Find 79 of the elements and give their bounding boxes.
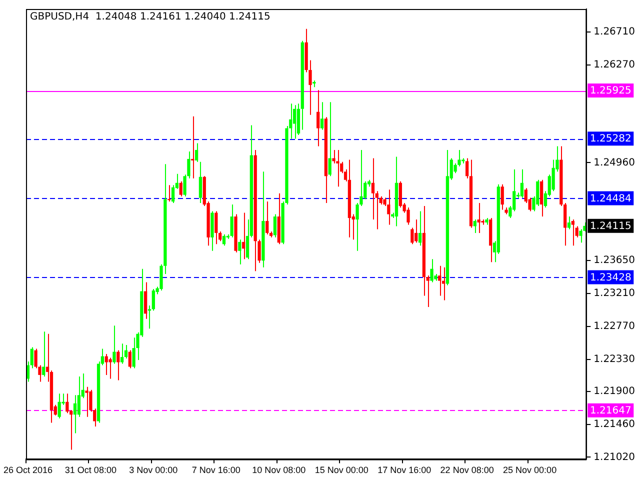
ref-line-label: 1.24484	[590, 193, 632, 204]
candlestick	[387, 189, 390, 226]
candlestick	[148, 304, 152, 330]
x-tick-label: 31 Oct 08:00	[64, 465, 116, 476]
candlestick	[406, 207, 410, 226]
candlestick	[168, 184, 171, 202]
candlestick	[371, 158, 375, 220]
candlestick	[410, 227, 414, 245]
y-tick-label: 1.21900	[594, 386, 636, 397]
x-tick-label: 22 Nov 08:00	[440, 465, 494, 476]
candlestick	[520, 168, 524, 198]
y-tick-label: 1.26270	[594, 59, 636, 70]
candlestick	[316, 90, 320, 147]
candlestick	[418, 210, 422, 246]
candlestick	[144, 282, 148, 320]
candlestick	[442, 266, 446, 301]
candlestick	[552, 159, 555, 192]
candlestick	[567, 216, 571, 230]
x-tick-label: 3 Nov 00:00	[129, 465, 178, 476]
candlestick	[540, 179, 544, 217]
candlestick	[328, 102, 332, 177]
candlestick	[198, 161, 202, 204]
candlestick	[152, 288, 155, 312]
candlestick	[73, 394, 77, 434]
ref-line-label: 1.25282	[590, 134, 632, 145]
candlestick	[273, 214, 277, 238]
candlestick	[116, 350, 120, 381]
chart-title: GBPUSD,H4 1.24048 1.24161 1.24040 1.24115	[30, 12, 270, 23]
candlestick	[414, 218, 418, 244]
candlestick	[58, 393, 61, 419]
ref-line-label: 1.25925	[590, 86, 632, 97]
candlestick	[320, 102, 324, 130]
candlestick	[336, 149, 340, 188]
candlestick	[222, 234, 226, 246]
candlestick	[42, 331, 46, 377]
candlestick	[579, 228, 582, 244]
candlestick	[238, 239, 242, 265]
candlestick	[242, 212, 246, 260]
x-tick-label: 26 Oct 2016	[3, 465, 52, 476]
y-tick-label: 1.22770	[594, 320, 636, 332]
text: 1.24115	[590, 220, 632, 232]
y-tick-label: 1.24960	[594, 157, 636, 168]
x-tick-label: 7 Nov 16:00	[192, 465, 240, 476]
candlestick	[104, 354, 108, 376]
ref-line-label: 1.23428	[590, 272, 632, 284]
candlestick	[430, 258, 434, 283]
candlestick	[230, 204, 234, 238]
candlestick	[120, 343, 124, 364]
candlestick	[128, 350, 132, 369]
candlestick	[191, 116, 194, 179]
x-tick-label: 10 Nov 08:00	[252, 465, 306, 476]
candlestick	[398, 180, 402, 208]
x-tick-label: 25 Nov 00:00	[503, 465, 557, 476]
candlestick	[85, 386, 88, 418]
candlestick	[292, 104, 296, 140]
candlestick	[194, 142, 198, 162]
candlestick	[500, 184, 504, 210]
y-tick-label: 1.23650	[594, 255, 636, 266]
candlestick	[332, 149, 336, 164]
ref-line-label: 1.21647	[590, 405, 632, 416]
candlestick	[473, 218, 476, 234]
candlestick	[108, 357, 112, 380]
candlestick	[124, 344, 128, 360]
candlestick	[477, 202, 480, 234]
candlestick	[179, 180, 182, 197]
candlestick	[132, 337, 136, 369]
y-tick-label: 1.21460	[594, 418, 636, 430]
x-tick-label: 17 Nov 16:00	[378, 465, 432, 476]
y-tick-label: 1.21020	[594, 452, 636, 463]
y-tick-label: 1.22330	[594, 354, 636, 365]
candlestick	[438, 265, 442, 296]
candlestick	[214, 210, 218, 245]
candlestick	[266, 201, 269, 235]
candlestick	[66, 393, 69, 414]
x-tick-label: 15 Nov 00:00	[314, 465, 368, 476]
candlestick	[112, 325, 116, 364]
y-tick-label: 1.23210	[594, 288, 636, 300]
y-tick-label: 1.26710	[594, 26, 636, 38]
candlestick	[171, 184, 175, 204]
